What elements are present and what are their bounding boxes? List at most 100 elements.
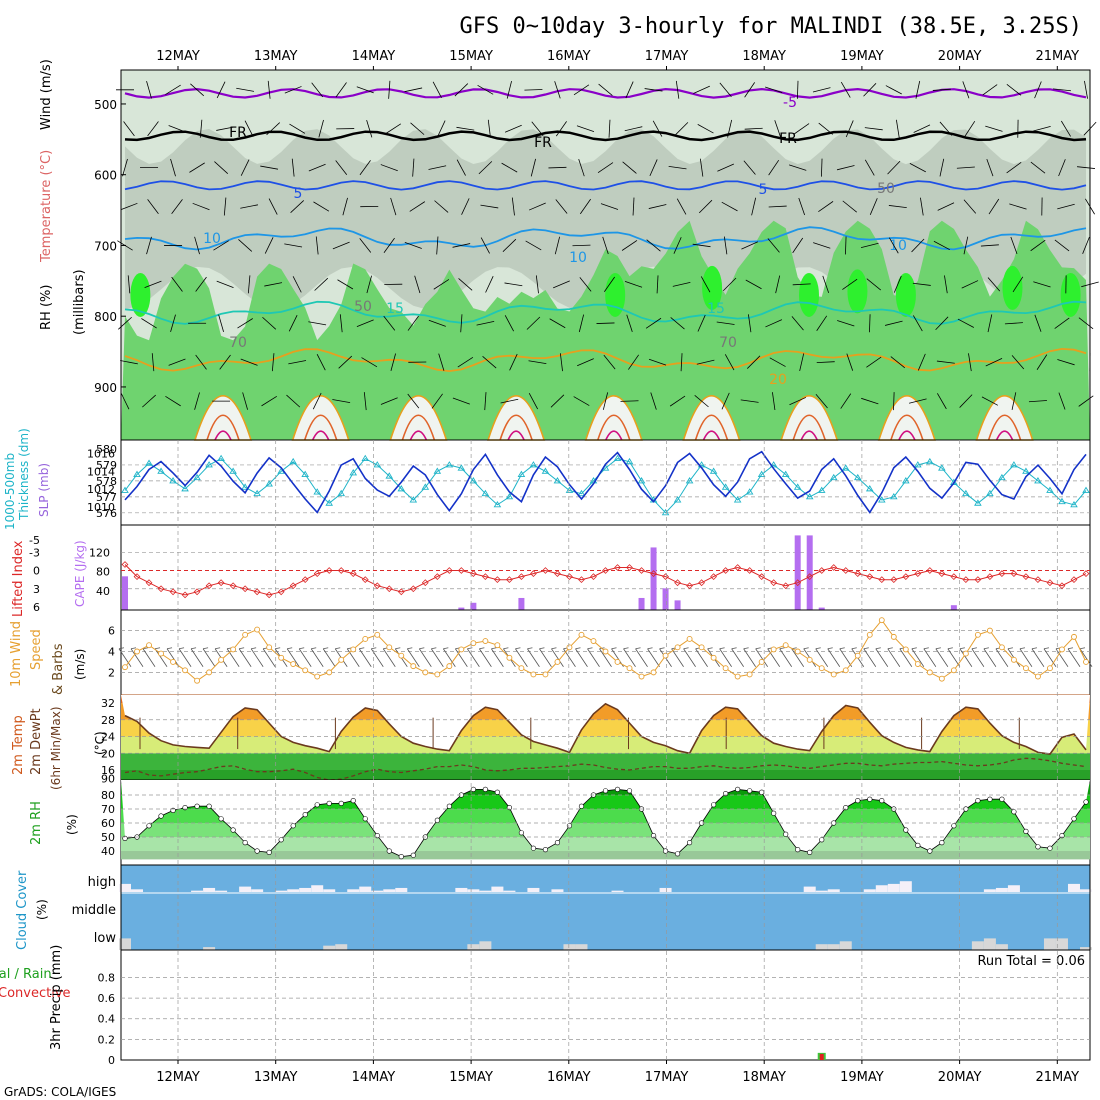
temp-band [121, 719, 1090, 737]
surface-wind-barb-tick [683, 647, 689, 650]
wind10-marker [626, 665, 633, 672]
thickness-marker [733, 496, 742, 503]
cape-tick-label: 80 [96, 566, 110, 579]
temp-25-contour [694, 414, 729, 441]
wind10-marker [266, 644, 273, 651]
lifted-index-marker [193, 588, 201, 596]
rh2m-marker [302, 811, 308, 818]
wind10-marker [434, 671, 441, 678]
wind10-marker [122, 664, 128, 671]
surface-wind-barb [250, 648, 264, 667]
surface-wind-barb-tick [431, 647, 437, 650]
surface-wind-barb-tick [779, 647, 785, 650]
lifted-tick-label: -5 [29, 534, 40, 547]
surface-wind-barb-tick [575, 647, 581, 650]
lifted-tick-label: -3 [29, 546, 40, 559]
wind10-marker [302, 667, 309, 674]
cloud-high-gap [863, 889, 876, 892]
wind-barb [866, 356, 882, 368]
thickness-marker [121, 486, 129, 493]
rh2m-marker [446, 803, 452, 809]
temp-25-contour [597, 414, 631, 441]
wind-barb [313, 201, 330, 212]
wind-barb [722, 277, 737, 292]
surface-wind-barb [262, 648, 276, 667]
wind-barb [652, 120, 663, 137]
thickness-marker [769, 461, 778, 468]
wind-barb [840, 393, 852, 409]
thickness-marker [505, 492, 514, 500]
temp-30-contour [800, 430, 818, 441]
contour-label: 70 [229, 335, 247, 351]
wind-barb [147, 199, 159, 214]
cloud-low-fill [467, 944, 480, 950]
wind-barb [288, 360, 307, 365]
rh2m-marker [975, 797, 981, 804]
thickness-marker [745, 488, 754, 495]
surface-wind-barb [238, 648, 252, 667]
wind-barb [1030, 161, 1046, 174]
rh2m-marker [999, 796, 1005, 802]
wind-barb [147, 121, 159, 137]
rh2m-marker [206, 803, 212, 809]
wind-barb [624, 281, 643, 288]
surface-wind-barb-tick [539, 647, 545, 650]
lifted-index-marker [121, 561, 129, 568]
top-day-label: 16MAY [547, 49, 591, 64]
wind-barb [314, 277, 329, 291]
wind10-marker [794, 648, 801, 655]
top-day-label: 13MAY [254, 49, 298, 64]
precip-label-convective: Convective [0, 986, 71, 1001]
surface-wind-barb [430, 648, 444, 667]
cape-bar [662, 588, 669, 610]
wind-barb [509, 353, 518, 371]
wind-barb [888, 205, 907, 209]
wind-barb [775, 275, 781, 294]
wind-barb [576, 125, 595, 133]
wind10-marker [494, 642, 501, 649]
surface-wind-barb-tick [971, 647, 977, 650]
surface-wind-barb [827, 648, 841, 667]
temp2m-unit: (°C) [93, 731, 107, 755]
lifted-index-marker [794, 579, 802, 587]
lifted-index-marker [325, 567, 333, 574]
wind10-marker [446, 663, 453, 670]
wind10-marker [314, 673, 321, 680]
surface-wind-barb [599, 648, 612, 667]
thickness-marker [865, 485, 874, 492]
wind-barb [433, 279, 450, 290]
wind-barb [932, 88, 951, 91]
wind-barb [190, 83, 205, 97]
surface-wind-barb [731, 648, 744, 667]
wind-barb [698, 199, 713, 214]
thickness-marker [841, 464, 850, 471]
surface-wind-barb [455, 648, 468, 667]
wind-barb [548, 166, 567, 169]
wind10-marker [1071, 633, 1077, 640]
lifted-index-marker [650, 570, 657, 577]
wind-barb [335, 160, 348, 175]
temp2m-tick-label: 28 [101, 714, 115, 727]
wind-barb [454, 83, 469, 97]
wind10-marker [866, 631, 873, 638]
wind-barb [240, 159, 250, 176]
surface-wind-barb-tick [923, 647, 929, 650]
slp-line [124, 450, 1087, 514]
cloud-high-gap [371, 890, 384, 892]
precip-axis-label: 3hr Precip (mm) [49, 945, 64, 1050]
rh2m-tick-label: 60 [101, 817, 115, 830]
wind-barb [120, 360, 138, 365]
thickness-marker [265, 480, 273, 487]
rh-saturated-blob [895, 272, 916, 317]
wind10-marker [662, 652, 669, 659]
bottom-day-label: 14MAY [352, 1070, 396, 1085]
surface-wind-barb [322, 648, 336, 667]
rh-saturated-blob [1002, 265, 1023, 310]
wind-barb [1057, 203, 1075, 210]
lifted-index-marker [950, 573, 958, 581]
wind10-marker [422, 669, 429, 676]
temp-30-contour [311, 430, 330, 441]
cloud-low-fill [563, 944, 576, 950]
wind-barb [988, 198, 1000, 215]
wind-barb [165, 84, 181, 95]
